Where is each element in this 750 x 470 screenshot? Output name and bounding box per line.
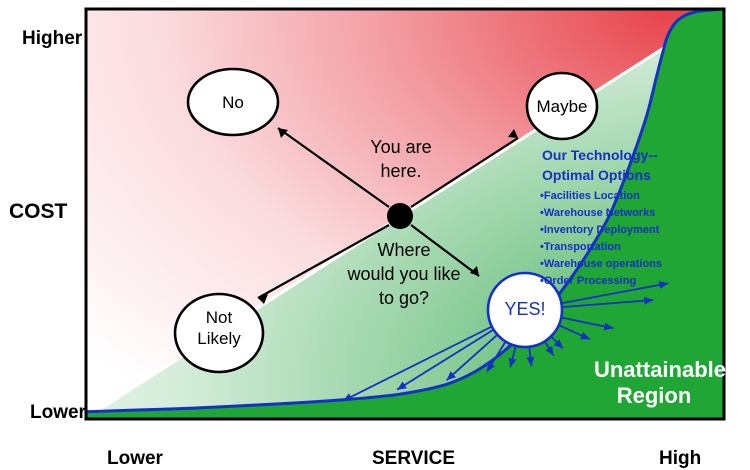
svg-text:Likely: Likely bbox=[197, 329, 241, 348]
svg-text:to go?: to go? bbox=[379, 288, 429, 308]
svg-text:here.: here. bbox=[380, 161, 421, 181]
svg-text:•Warehouse operations: •Warehouse operations bbox=[540, 258, 662, 270]
svg-text:would you like: would you like bbox=[346, 264, 460, 284]
svg-text:COST: COST bbox=[9, 200, 68, 223]
svg-text:Lower: Lower bbox=[107, 448, 164, 469]
svg-text:Region: Region bbox=[617, 383, 692, 408]
svg-text:Lower: Lower bbox=[30, 402, 87, 423]
svg-text:Unattainable: Unattainable bbox=[594, 357, 726, 382]
svg-text:•Inventory Deployment: •Inventory Deployment bbox=[540, 224, 660, 236]
svg-text:Where: Where bbox=[377, 240, 430, 260]
svg-text:Not: Not bbox=[206, 308, 233, 327]
svg-text:•Transportation: •Transportation bbox=[540, 241, 621, 253]
svg-text:•Warehouse Networks: •Warehouse Networks bbox=[540, 207, 655, 219]
svg-text:You are: You are bbox=[370, 137, 431, 157]
svg-text:YES!: YES! bbox=[504, 299, 545, 319]
svg-text:Higher: Higher bbox=[22, 28, 83, 49]
svg-text:•Order Processing: •Order Processing bbox=[540, 275, 636, 287]
svg-text:Optimal Options: Optimal Options bbox=[542, 167, 651, 183]
svg-text:•Facilities Location: •Facilities Location bbox=[540, 190, 640, 202]
svg-text:No: No bbox=[222, 93, 244, 112]
svg-text:Maybe: Maybe bbox=[536, 97, 587, 116]
svg-text:SERVICE: SERVICE bbox=[372, 448, 455, 469]
svg-text:High: High bbox=[659, 448, 701, 469]
svg-text:Our Technology--: Our Technology-- bbox=[542, 147, 658, 163]
